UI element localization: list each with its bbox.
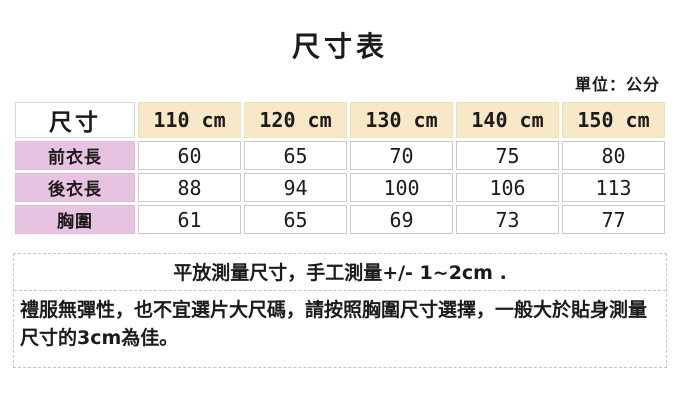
table-row-front-length: 前衣長 60 65 70 75 80 — [15, 141, 665, 170]
column-header-110: 110 cm — [138, 102, 241, 138]
column-header-120: 120 cm — [244, 102, 347, 138]
size-table: 尺寸 110 cm 120 cm 130 cm 140 cm 150 cm 前衣… — [12, 99, 668, 237]
table-row-back-length: 後衣長 88 94 100 106 113 — [15, 173, 665, 202]
column-header-140: 140 cm — [456, 102, 559, 138]
row-label-back-length: 後衣長 — [15, 173, 135, 202]
sizing-note: 禮服無彈性，也不宜選片大尺碼，請按照胸圍尺寸選擇，一般大於貼身測量尺寸的3cm為… — [20, 299, 648, 350]
size-value: 100 — [350, 173, 453, 202]
size-value: 113 — [562, 173, 665, 202]
size-value: 80 — [562, 141, 665, 170]
row-label-front-length: 前衣長 — [15, 141, 135, 170]
size-value: 88 — [138, 173, 241, 202]
table-row-chest: 胸圍 61 65 69 73 77 — [15, 205, 665, 234]
unit-label: 單位：公分 — [574, 75, 660, 94]
size-value: 73 — [456, 205, 559, 234]
size-value: 77 — [562, 205, 665, 234]
size-value: 61 — [138, 205, 241, 234]
header-row: 尺寸 110 cm 120 cm 130 cm 140 cm 150 cm — [15, 102, 665, 138]
page-title: 尺寸表 — [291, 30, 388, 63]
column-header-150: 150 cm — [562, 102, 665, 138]
column-header-130: 130 cm — [350, 102, 453, 138]
size-value: 106 — [456, 173, 559, 202]
size-value: 65 — [244, 141, 347, 170]
size-value: 75 — [456, 141, 559, 170]
size-value: 69 — [350, 205, 453, 234]
corner-header: 尺寸 — [15, 102, 135, 138]
notes-box: 平放測量尺寸，手工測量+/- 1~2cm . 禮服無彈性，也不宜選片大尺碼，請按… — [13, 253, 667, 369]
size-value: 65 — [244, 205, 347, 234]
measurement-note: 平放測量尺寸，手工測量+/- 1~2cm . — [14, 254, 666, 291]
size-value: 70 — [350, 141, 453, 170]
size-value: 60 — [138, 141, 241, 170]
row-label-chest: 胸圍 — [15, 205, 135, 234]
size-value: 94 — [244, 173, 347, 202]
